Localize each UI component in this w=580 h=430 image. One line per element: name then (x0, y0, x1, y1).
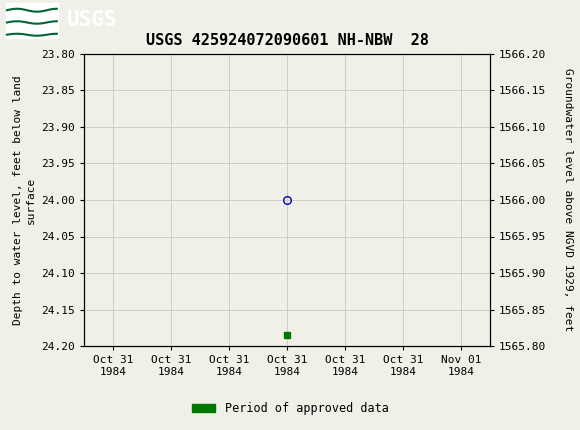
Y-axis label: Groundwater level above NGVD 1929, feet: Groundwater level above NGVD 1929, feet (563, 68, 573, 332)
Title: USGS 425924072090601 NH-NBW  28: USGS 425924072090601 NH-NBW 28 (146, 34, 429, 49)
Y-axis label: Depth to water level, feet below land
surface: Depth to water level, feet below land su… (13, 75, 36, 325)
FancyBboxPatch shape (6, 3, 58, 37)
Text: USGS: USGS (67, 10, 117, 31)
Legend: Period of approved data: Period of approved data (187, 397, 393, 420)
